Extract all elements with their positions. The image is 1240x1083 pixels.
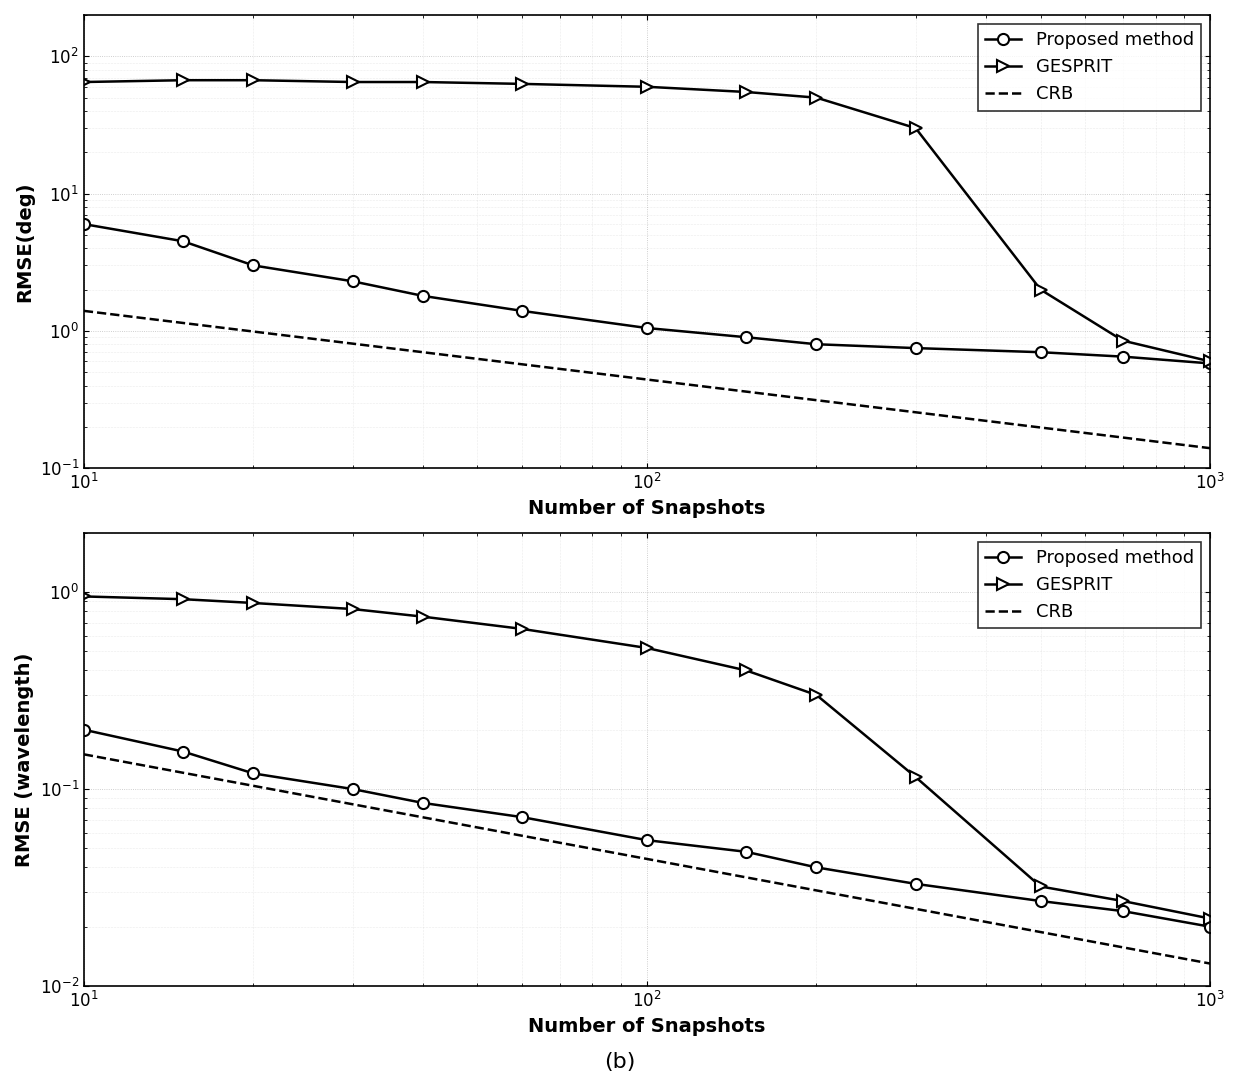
Y-axis label: RMSE (wavelength): RMSE (wavelength) bbox=[15, 652, 33, 866]
Proposed method bbox=[1203, 921, 1218, 934]
Proposed method bbox=[77, 723, 92, 736]
Proposed method bbox=[1203, 357, 1218, 370]
GESPRIT bbox=[345, 76, 360, 89]
GESPRIT bbox=[77, 76, 92, 89]
GESPRIT bbox=[739, 664, 754, 677]
GESPRIT bbox=[1116, 335, 1131, 348]
Line: GESPRIT: GESPRIT bbox=[78, 591, 1215, 924]
Proposed method bbox=[515, 304, 529, 317]
Proposed method bbox=[1116, 350, 1131, 363]
X-axis label: Number of Snapshots: Number of Snapshots bbox=[528, 499, 765, 518]
Line: GESPRIT: GESPRIT bbox=[78, 75, 1215, 367]
Proposed method bbox=[246, 767, 260, 780]
GESPRIT bbox=[515, 77, 529, 90]
X-axis label: Number of Snapshots: Number of Snapshots bbox=[528, 1017, 765, 1035]
GESPRIT bbox=[176, 74, 191, 87]
Proposed method bbox=[176, 745, 191, 758]
GESPRIT bbox=[640, 641, 655, 654]
Proposed method bbox=[515, 810, 529, 823]
GESPRIT bbox=[808, 689, 823, 702]
GESPRIT bbox=[1203, 355, 1218, 368]
GESPRIT bbox=[77, 590, 92, 603]
GESPRIT bbox=[246, 597, 260, 610]
Text: (b): (b) bbox=[604, 1053, 636, 1072]
GESPRIT bbox=[1203, 912, 1218, 925]
Proposed method bbox=[246, 259, 260, 272]
GESPRIT bbox=[640, 80, 655, 93]
Proposed method bbox=[345, 275, 360, 288]
GESPRIT bbox=[808, 91, 823, 104]
GESPRIT bbox=[908, 121, 923, 134]
Proposed method bbox=[415, 289, 430, 302]
Line: Proposed method: Proposed method bbox=[78, 725, 1215, 932]
GESPRIT bbox=[1033, 880, 1048, 893]
Proposed method bbox=[176, 235, 191, 248]
GESPRIT bbox=[415, 76, 430, 89]
GESPRIT bbox=[1116, 895, 1131, 908]
GESPRIT bbox=[345, 602, 360, 615]
GESPRIT bbox=[176, 592, 191, 605]
Proposed method bbox=[1116, 904, 1131, 917]
Line: Proposed method: Proposed method bbox=[78, 219, 1215, 369]
Proposed method bbox=[1033, 895, 1048, 908]
Proposed method bbox=[77, 218, 92, 231]
Proposed method bbox=[808, 861, 823, 874]
Legend: Proposed method, GESPRIT, CRB: Proposed method, GESPRIT, CRB bbox=[978, 542, 1202, 628]
Proposed method bbox=[640, 834, 655, 847]
GESPRIT bbox=[246, 74, 260, 87]
Proposed method bbox=[1033, 345, 1048, 358]
Proposed method bbox=[908, 877, 923, 890]
GESPRIT bbox=[415, 610, 430, 623]
Proposed method bbox=[415, 796, 430, 809]
Proposed method bbox=[908, 341, 923, 354]
GESPRIT bbox=[515, 623, 529, 636]
Proposed method bbox=[345, 783, 360, 796]
GESPRIT bbox=[1033, 283, 1048, 296]
Proposed method bbox=[640, 322, 655, 335]
Proposed method bbox=[739, 846, 754, 859]
GESPRIT bbox=[739, 86, 754, 99]
Proposed method bbox=[739, 330, 754, 343]
Y-axis label: RMSE(deg): RMSE(deg) bbox=[15, 181, 33, 302]
GESPRIT bbox=[908, 771, 923, 784]
Legend: Proposed method, GESPRIT, CRB: Proposed method, GESPRIT, CRB bbox=[978, 24, 1202, 110]
Proposed method bbox=[808, 338, 823, 351]
